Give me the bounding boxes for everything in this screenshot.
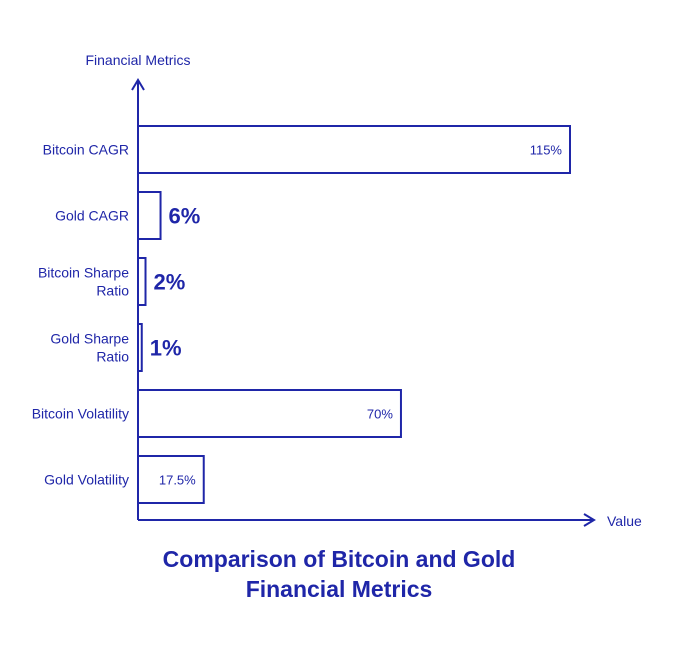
category-label: Ratio — [96, 349, 129, 365]
value-label: 70% — [367, 407, 393, 422]
y-axis-arrow-icon — [131, 78, 145, 91]
x-axis-label: Value — [607, 513, 642, 529]
x-axis-arrow-icon — [583, 513, 596, 527]
category-label: Gold CAGR — [55, 208, 129, 224]
bar — [137, 257, 147, 306]
value-label: 2% — [154, 270, 186, 295]
category-label: Bitcoin Sharpe — [38, 265, 129, 281]
bar — [137, 323, 143, 372]
bars — [137, 125, 571, 504]
category-label: Gold Volatility — [44, 472, 129, 488]
value-label: 6% — [169, 204, 201, 229]
chart-title-line-2: Financial Metrics — [245, 576, 433, 602]
category-label: Bitcoin Volatility — [32, 406, 129, 422]
category-label: Bitcoin CAGR — [43, 142, 129, 158]
value-label: 1% — [150, 336, 182, 361]
category-label: Ratio — [96, 283, 129, 299]
bar — [137, 389, 402, 438]
bar — [137, 455, 205, 504]
chart-title: Comparison of Bitcoin and Gold Financial… — [0, 544, 678, 604]
bar — [137, 125, 571, 174]
category-label: Gold Sharpe — [50, 331, 129, 347]
bar — [137, 191, 162, 240]
value-labels: 115% 6% 2% 1% 70% 17.5% — [150, 143, 563, 488]
y-axis-label: Financial Metrics — [85, 52, 190, 68]
value-label: 115% — [530, 143, 563, 158]
category-labels: Bitcoin CAGR Gold CAGR Bitcoin Sharpe Ratio… — [32, 142, 129, 488]
value-label: 17.5% — [159, 473, 196, 488]
chart-title-line-1: Comparison of Bitcoin and Gold — [162, 546, 516, 572]
